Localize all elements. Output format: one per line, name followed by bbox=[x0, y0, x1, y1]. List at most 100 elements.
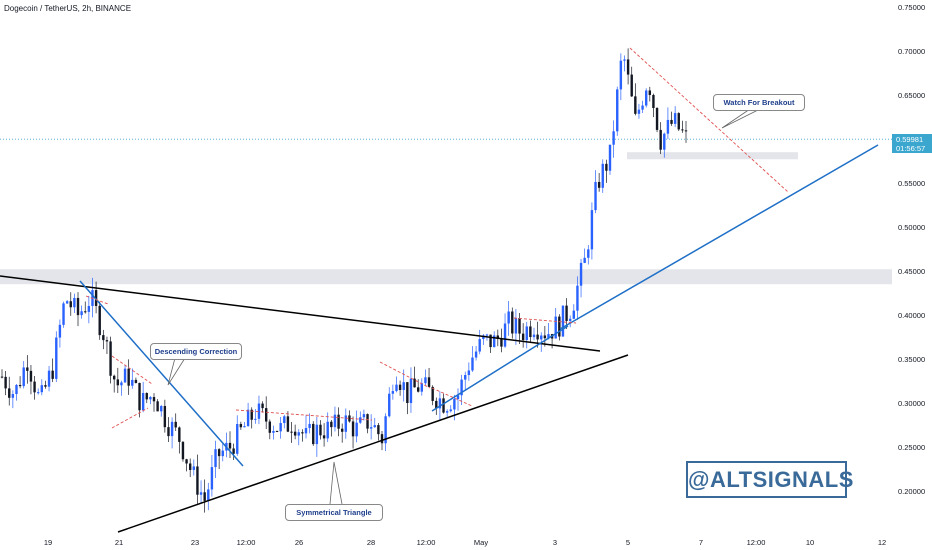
candle-body bbox=[232, 448, 235, 454]
candle-body bbox=[666, 119, 670, 134]
callout-pointer bbox=[329, 461, 343, 505]
y-tick-label: 0.20000 bbox=[898, 487, 925, 496]
candle-body bbox=[619, 60, 623, 90]
dashed-guide-line bbox=[513, 317, 577, 324]
candle-body bbox=[261, 403, 264, 409]
candle-body bbox=[326, 421, 329, 439]
candle-body bbox=[65, 301, 69, 304]
candle-body bbox=[112, 375, 116, 380]
x-tick-label: 12:00 bbox=[417, 538, 436, 547]
x-tick-label: 28 bbox=[367, 538, 375, 547]
candle-body bbox=[474, 351, 478, 358]
support-resistance-zones bbox=[0, 152, 892, 285]
candle-body bbox=[84, 311, 87, 313]
dashed-guide-line bbox=[379, 361, 431, 389]
candle-body bbox=[583, 257, 586, 263]
candle-body bbox=[489, 334, 492, 348]
candle-body bbox=[80, 311, 83, 316]
candle-body bbox=[333, 414, 337, 428]
dashed-guide-line bbox=[111, 355, 153, 385]
candle-body bbox=[160, 406, 163, 412]
candle-body bbox=[471, 357, 474, 371]
candle-body bbox=[402, 382, 405, 390]
trendlines bbox=[0, 47, 879, 533]
candle-body bbox=[26, 367, 29, 371]
candle-body bbox=[304, 427, 308, 434]
candle-body bbox=[453, 399, 456, 410]
candle-body bbox=[290, 431, 293, 433]
candle-body bbox=[293, 431, 297, 436]
candle-body bbox=[377, 425, 380, 435]
candle-body bbox=[503, 323, 507, 347]
candle-body bbox=[500, 338, 503, 347]
candle-body bbox=[214, 449, 217, 468]
candle-body bbox=[514, 318, 518, 334]
countdown-timer: 01:56:57 bbox=[896, 144, 926, 153]
candle-body bbox=[55, 337, 58, 379]
candle-body bbox=[369, 427, 373, 429]
candle-body bbox=[464, 375, 467, 380]
candle-body bbox=[178, 427, 181, 442]
candle-body bbox=[536, 334, 539, 340]
candle-body bbox=[558, 316, 561, 337]
candle-body bbox=[196, 466, 199, 495]
dashed-guide-line bbox=[431, 387, 473, 407]
candle-body bbox=[330, 421, 333, 428]
candle-body bbox=[319, 424, 322, 436]
y-tick-label: 0.65000 bbox=[898, 91, 925, 100]
candle-body bbox=[634, 96, 637, 114]
y-tick-label: 0.40000 bbox=[898, 311, 925, 320]
candle-body bbox=[236, 423, 239, 454]
candle-body bbox=[156, 401, 159, 412]
descending-correction-callout[interactable]: Descending Correction bbox=[150, 343, 242, 360]
candle-body bbox=[145, 393, 148, 400]
candle-body bbox=[264, 408, 268, 422]
candle-body bbox=[478, 339, 481, 352]
candle-body bbox=[482, 335, 485, 340]
y-tick-label: 0.75000 bbox=[898, 3, 925, 12]
candle-body bbox=[648, 90, 652, 95]
candle-body bbox=[120, 382, 123, 386]
candle-body bbox=[138, 382, 141, 411]
candle-body bbox=[36, 392, 40, 394]
candle-body bbox=[33, 381, 36, 393]
candle-body bbox=[152, 397, 156, 402]
candle-body bbox=[572, 310, 576, 319]
last-price-tag: 0.59981 01:56:57 bbox=[892, 134, 932, 153]
y-tick-label: 0.35000 bbox=[898, 355, 925, 364]
candle-body bbox=[192, 466, 196, 470]
candle-body bbox=[98, 305, 101, 336]
candle-body bbox=[181, 441, 185, 460]
candle-body bbox=[73, 297, 76, 308]
candle-body bbox=[87, 305, 91, 312]
candle-body bbox=[217, 449, 221, 457]
candle-body bbox=[355, 422, 358, 437]
candle-body bbox=[663, 133, 666, 150]
y-tick-label: 0.45000 bbox=[898, 267, 925, 276]
candle-body bbox=[496, 335, 500, 339]
candle-body bbox=[8, 388, 11, 398]
candle-body bbox=[677, 113, 680, 130]
candle-body bbox=[608, 144, 612, 171]
candle-body bbox=[279, 423, 282, 432]
candle-body bbox=[511, 311, 514, 334]
candle-body bbox=[630, 74, 633, 97]
candle-body bbox=[626, 59, 630, 75]
candle-body bbox=[167, 427, 170, 437]
symmetrical-triangle-callout[interactable]: Symmetrical Triangle bbox=[285, 504, 383, 521]
candle-body bbox=[416, 387, 420, 392]
candle-body bbox=[438, 398, 442, 409]
candle-body bbox=[29, 370, 33, 382]
chart-title: Dogecoin / TetherUS, 2h, BINANCE bbox=[4, 4, 132, 13]
candle-body bbox=[623, 59, 626, 61]
candle-body bbox=[102, 335, 105, 341]
candle-body bbox=[51, 370, 54, 379]
candle-body bbox=[47, 370, 51, 387]
watch-breakout-callout[interactable]: Watch For Breakout bbox=[713, 94, 805, 111]
dashed-guide-line bbox=[235, 409, 373, 421]
candle-body bbox=[105, 340, 109, 342]
candle-body bbox=[409, 378, 413, 403]
y-tick-label: 0.55000 bbox=[898, 179, 925, 188]
